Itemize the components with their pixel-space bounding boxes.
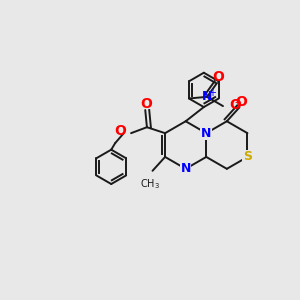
- Text: N: N: [202, 90, 212, 103]
- Text: CH$_3$: CH$_3$: [140, 177, 160, 190]
- Text: O: O: [114, 124, 126, 138]
- Text: N: N: [201, 127, 211, 140]
- Text: O: O: [213, 70, 225, 84]
- Text: O: O: [140, 97, 152, 111]
- Text: -: -: [235, 96, 239, 109]
- Text: N: N: [181, 162, 191, 175]
- Text: S: S: [243, 150, 252, 164]
- Text: O: O: [235, 95, 247, 110]
- Text: +: +: [208, 88, 216, 98]
- Text: O: O: [229, 98, 241, 112]
